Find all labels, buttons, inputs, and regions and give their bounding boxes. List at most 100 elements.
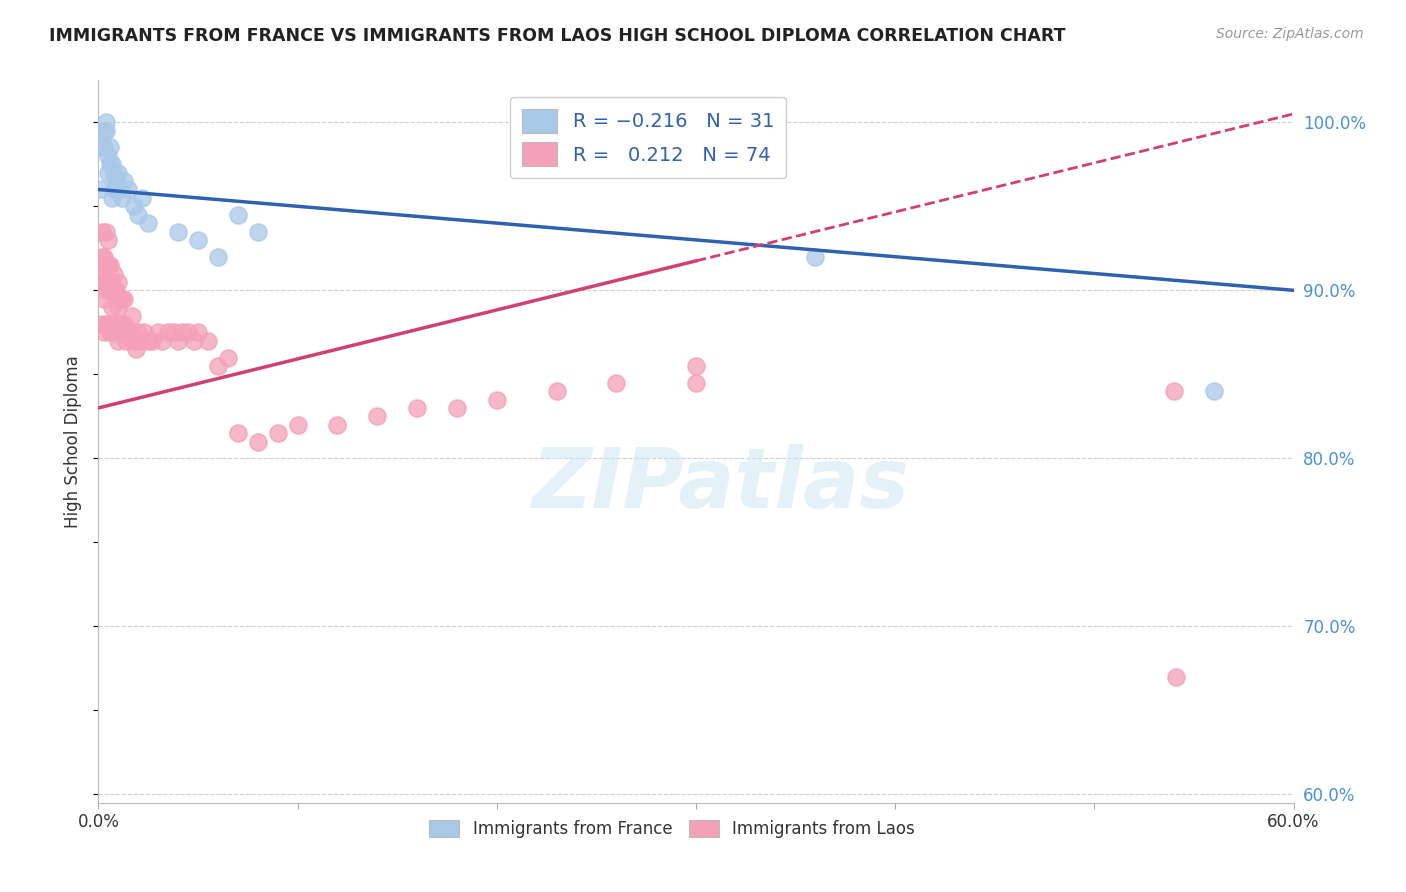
Point	[105, 317, 128, 331]
Point	[605, 376, 627, 390]
Point	[121, 309, 143, 323]
Point	[148, 326, 170, 340]
Point	[115, 334, 138, 348]
Point	[101, 191, 124, 205]
Point	[127, 326, 149, 340]
Point	[167, 225, 190, 239]
Point	[107, 300, 129, 314]
Point	[110, 317, 132, 331]
Point	[89, 317, 111, 331]
Y-axis label: High School Diploma: High School Diploma	[65, 355, 83, 528]
Point	[91, 225, 114, 239]
Point	[187, 326, 209, 340]
Point	[96, 225, 118, 239]
Point	[89, 275, 111, 289]
Point	[107, 182, 129, 196]
Point	[98, 258, 122, 272]
Point	[112, 174, 135, 188]
Point	[406, 401, 429, 415]
Point	[111, 191, 134, 205]
Point	[101, 275, 124, 289]
Point	[103, 267, 125, 281]
Point	[136, 334, 159, 348]
Point	[207, 250, 229, 264]
Point	[163, 326, 186, 340]
Point	[96, 317, 118, 331]
Point	[485, 392, 508, 407]
Point	[124, 334, 146, 348]
Point	[685, 376, 707, 390]
Point	[107, 166, 129, 180]
Point	[207, 359, 229, 373]
Point	[111, 326, 134, 340]
Point	[103, 166, 125, 180]
Point	[96, 124, 118, 138]
Point	[97, 149, 120, 163]
Point	[103, 182, 125, 196]
Point	[93, 250, 115, 264]
Point	[134, 326, 156, 340]
Point	[93, 326, 115, 340]
Point	[141, 334, 163, 348]
Point	[1163, 384, 1185, 398]
Point	[366, 409, 388, 424]
Point	[103, 317, 125, 331]
Point	[93, 140, 115, 154]
Point	[117, 326, 139, 340]
Point	[93, 267, 115, 281]
Point	[167, 334, 190, 348]
Point	[1164, 670, 1187, 684]
Point	[136, 216, 159, 230]
Point	[217, 351, 239, 365]
Point	[197, 334, 219, 348]
Point	[267, 426, 290, 441]
Point	[226, 208, 249, 222]
Point	[177, 326, 200, 340]
Point	[105, 283, 128, 297]
Point	[107, 334, 129, 348]
Point	[96, 283, 118, 297]
Point	[96, 115, 118, 129]
Point	[172, 326, 194, 340]
Point	[98, 283, 122, 297]
Point	[97, 233, 120, 247]
Point	[101, 326, 124, 340]
Legend: Immigrants from France, Immigrants from Laos: Immigrants from France, Immigrants from …	[423, 814, 921, 845]
Point	[105, 174, 128, 188]
Point	[112, 292, 135, 306]
Point	[101, 157, 124, 171]
Point	[546, 384, 568, 398]
Point	[124, 199, 146, 213]
Point	[246, 434, 269, 449]
Point	[150, 334, 173, 348]
Point	[97, 275, 120, 289]
Point	[96, 258, 118, 272]
Point	[98, 140, 122, 154]
Text: ZIPatlas: ZIPatlas	[531, 444, 908, 525]
Point	[101, 300, 124, 314]
Point	[1202, 384, 1225, 398]
Point	[120, 326, 142, 340]
Point	[287, 417, 309, 432]
Point	[93, 292, 115, 306]
Point	[97, 166, 120, 180]
Point	[326, 417, 349, 432]
Point	[685, 359, 707, 373]
Point	[98, 326, 122, 340]
Point	[804, 250, 827, 264]
Point	[98, 157, 122, 171]
Point	[246, 225, 269, 239]
Point	[97, 258, 120, 272]
Point	[117, 182, 139, 196]
Point	[226, 426, 249, 441]
Point	[93, 124, 115, 138]
Point	[446, 401, 468, 415]
Point	[89, 182, 111, 196]
Point	[103, 283, 125, 297]
Point	[91, 140, 114, 154]
Text: IMMIGRANTS FROM FRANCE VS IMMIGRANTS FROM LAOS HIGH SCHOOL DIPLOMA CORRELATION C: IMMIGRANTS FROM FRANCE VS IMMIGRANTS FRO…	[49, 27, 1066, 45]
Point	[131, 191, 153, 205]
Point	[111, 292, 134, 306]
Point	[157, 326, 180, 340]
Point	[112, 317, 135, 331]
